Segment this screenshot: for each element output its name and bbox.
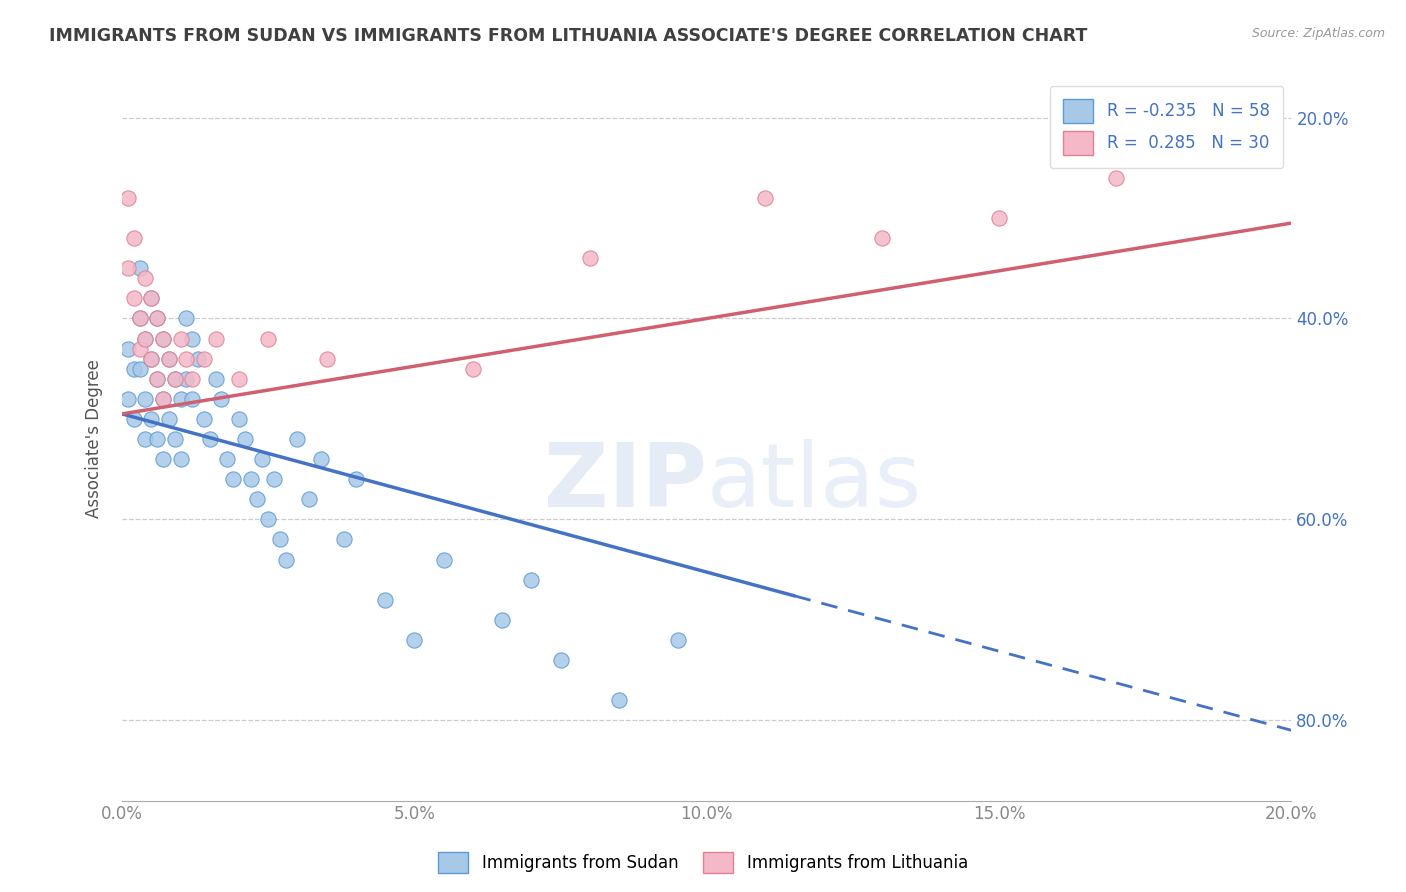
Legend: Immigrants from Sudan, Immigrants from Lithuania: Immigrants from Sudan, Immigrants from L… xyxy=(432,846,974,880)
Point xyxy=(117,342,139,356)
Point xyxy=(134,332,156,346)
Point xyxy=(578,252,600,266)
Point xyxy=(193,351,215,366)
Point xyxy=(257,512,280,526)
Point xyxy=(163,372,186,386)
Point xyxy=(204,332,226,346)
Point xyxy=(117,261,139,276)
Point xyxy=(374,592,396,607)
Point xyxy=(169,332,191,346)
Point xyxy=(117,392,139,406)
Point xyxy=(134,392,156,406)
Point xyxy=(141,292,163,306)
Point xyxy=(274,552,297,566)
Point xyxy=(122,361,145,376)
Text: IMMIGRANTS FROM SUDAN VS IMMIGRANTS FROM LITHUANIA ASSOCIATE'S DEGREE CORRELATIO: IMMIGRANTS FROM SUDAN VS IMMIGRANTS FROM… xyxy=(49,27,1088,45)
Point xyxy=(263,472,285,486)
Point xyxy=(134,432,156,446)
Point xyxy=(187,351,209,366)
Point xyxy=(1105,170,1128,185)
Point xyxy=(245,492,267,507)
Point xyxy=(666,632,689,647)
Point xyxy=(269,533,291,547)
Point xyxy=(204,372,226,386)
Point xyxy=(607,693,630,707)
Point xyxy=(128,311,150,326)
Point xyxy=(233,432,256,446)
Point xyxy=(344,472,367,486)
Point xyxy=(141,351,163,366)
Point xyxy=(152,332,174,346)
Point xyxy=(141,412,163,426)
Point xyxy=(870,231,893,245)
Point xyxy=(146,311,169,326)
Point xyxy=(433,552,456,566)
Point xyxy=(222,472,245,486)
Point xyxy=(239,472,262,486)
Point xyxy=(309,452,332,467)
Point xyxy=(252,452,274,467)
Point xyxy=(169,452,191,467)
Point xyxy=(198,432,221,446)
Point xyxy=(146,311,169,326)
Point xyxy=(146,432,169,446)
Point xyxy=(122,292,145,306)
Point xyxy=(333,533,356,547)
Point xyxy=(287,432,309,446)
Point xyxy=(157,412,180,426)
Point xyxy=(146,372,169,386)
Text: atlas: atlas xyxy=(707,439,922,526)
Point xyxy=(134,332,156,346)
Point xyxy=(520,573,543,587)
Point xyxy=(163,432,186,446)
Legend: R = -0.235   N = 58, R =  0.285   N = 30: R = -0.235 N = 58, R = 0.285 N = 30 xyxy=(1050,86,1284,168)
Point xyxy=(193,412,215,426)
Point xyxy=(181,332,204,346)
Point xyxy=(257,332,280,346)
Point xyxy=(181,392,204,406)
Point xyxy=(141,351,163,366)
Point xyxy=(122,231,145,245)
Point xyxy=(228,372,250,386)
Point xyxy=(169,392,191,406)
Point xyxy=(228,412,250,426)
Text: Source: ZipAtlas.com: Source: ZipAtlas.com xyxy=(1251,27,1385,40)
Point xyxy=(176,311,198,326)
Point xyxy=(122,412,145,426)
Point xyxy=(152,332,174,346)
Point xyxy=(146,372,169,386)
Point xyxy=(152,392,174,406)
Point xyxy=(988,211,1011,225)
Point xyxy=(134,271,156,285)
Point xyxy=(754,191,776,205)
Point xyxy=(141,292,163,306)
Point xyxy=(211,392,233,406)
Point xyxy=(298,492,321,507)
Point xyxy=(491,613,513,627)
Point xyxy=(128,261,150,276)
Point xyxy=(181,372,204,386)
Point xyxy=(157,351,180,366)
Point xyxy=(176,351,198,366)
Point xyxy=(157,351,180,366)
Point xyxy=(152,392,174,406)
Point xyxy=(461,361,484,376)
Text: ZIP: ZIP xyxy=(544,439,707,526)
Point xyxy=(315,351,337,366)
Point xyxy=(163,372,186,386)
Point xyxy=(217,452,239,467)
Point xyxy=(128,311,150,326)
Point xyxy=(404,632,426,647)
Point xyxy=(176,372,198,386)
Y-axis label: Associate's Degree: Associate's Degree xyxy=(86,359,103,518)
Point xyxy=(128,361,150,376)
Point xyxy=(550,653,572,667)
Point xyxy=(152,452,174,467)
Point xyxy=(128,342,150,356)
Point xyxy=(117,191,139,205)
